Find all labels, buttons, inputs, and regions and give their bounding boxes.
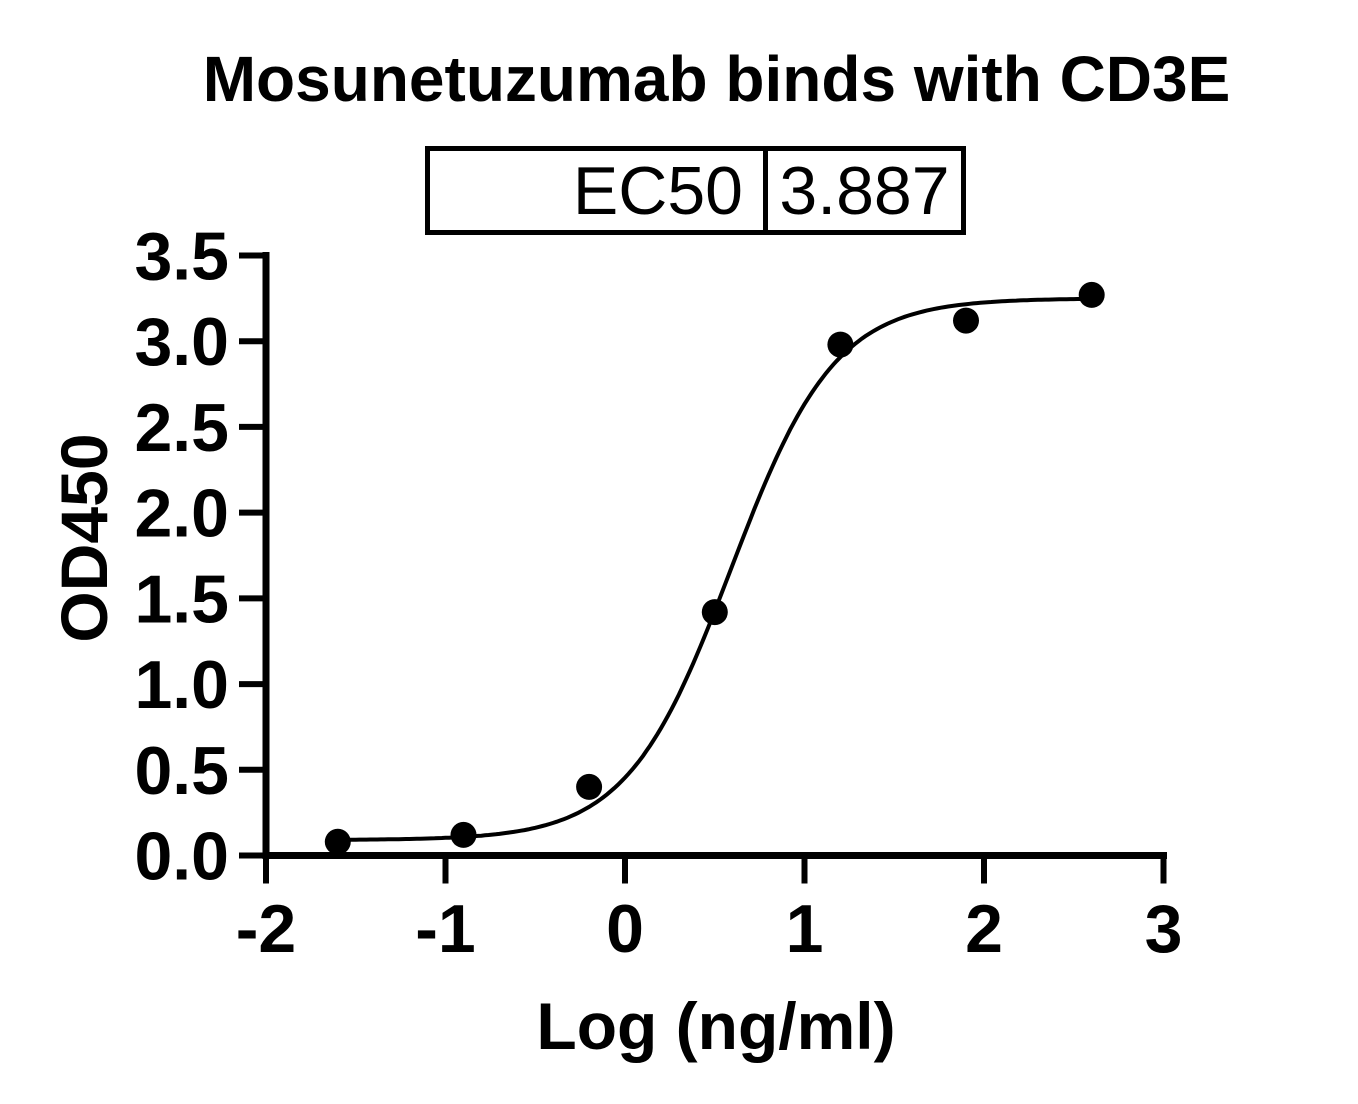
y-axis-title: OD450 bbox=[47, 433, 121, 643]
y-tick-label: 1.0 bbox=[134, 647, 229, 723]
x-tick-label: 2 bbox=[965, 891, 1003, 967]
x-tick-label: 1 bbox=[786, 891, 824, 967]
chart-title: Mosunetuzumab binds with CD3E bbox=[202, 43, 1231, 115]
y-tick-label: 3.5 bbox=[134, 219, 229, 295]
x-axis: -2 -1 0 1 2 3 bbox=[236, 852, 1183, 967]
data-point bbox=[576, 773, 603, 800]
y-tick-label: 3.0 bbox=[134, 304, 229, 380]
x-tick-label: 3 bbox=[1145, 891, 1183, 967]
x-tick-label: -1 bbox=[415, 891, 475, 967]
x-tick-label: -2 bbox=[236, 891, 296, 967]
y-tick-label: 2.5 bbox=[134, 390, 229, 466]
y-tick-label: 2.0 bbox=[134, 476, 229, 552]
data-point bbox=[1078, 281, 1105, 308]
y-tick-label: 0.5 bbox=[134, 733, 229, 809]
x-tick-label: 0 bbox=[606, 891, 644, 967]
data-point bbox=[324, 828, 351, 855]
y-axis: 0.0 0.5 1.0 1.5 2.0 2.5 3.0 3.5 bbox=[134, 219, 270, 895]
y-tick-label: 0.0 bbox=[134, 819, 229, 895]
ec50-label: EC50 bbox=[430, 151, 768, 230]
fit-curve bbox=[335, 296, 1094, 842]
ec50-table: EC50 3.887 bbox=[425, 146, 966, 235]
y-tick-label: 1.5 bbox=[134, 561, 229, 637]
data-point bbox=[701, 599, 728, 626]
data-point bbox=[953, 307, 979, 334]
x-axis-title: Log (ng/ml) bbox=[536, 989, 896, 1063]
ec50-value: 3.887 bbox=[779, 152, 950, 229]
data-point bbox=[450, 821, 477, 848]
data-point bbox=[827, 331, 854, 358]
data-points bbox=[324, 281, 1105, 855]
